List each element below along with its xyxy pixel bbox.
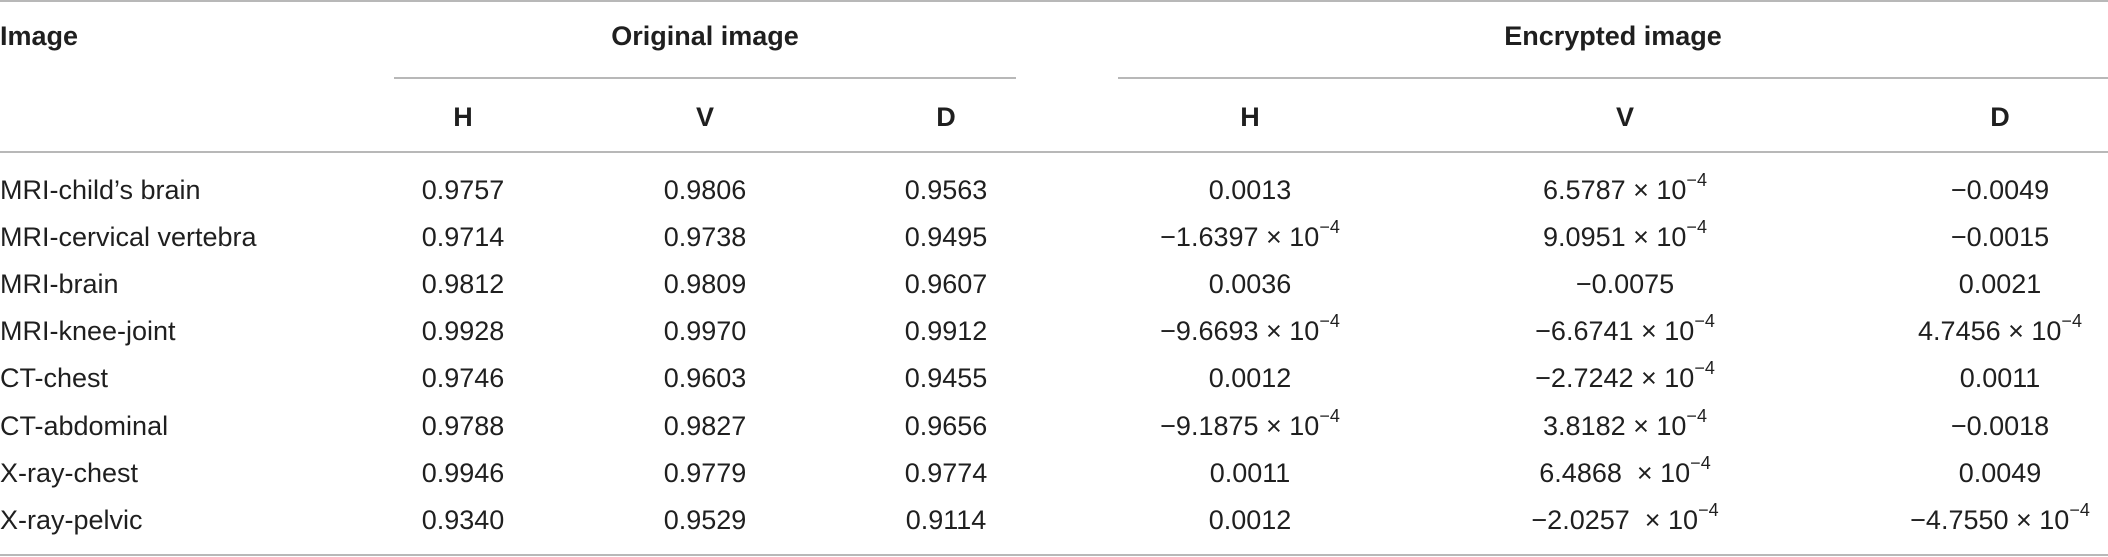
top-rule	[0, 0, 2108, 2]
subheader-original-d: D	[936, 102, 956, 132]
encrypted-d-value: −0.0018	[1950, 411, 2050, 441]
original-v-value: 0.9806	[663, 175, 747, 205]
subheader-original-h: H	[453, 102, 473, 132]
encrypted-h-value: −9.6693 × 10−4	[1160, 311, 1340, 346]
image-column-header: Image	[0, 21, 79, 51]
encrypted-d-value: 4.7456 × 10−4	[1918, 311, 2082, 346]
subheader-original-v: V	[695, 102, 715, 132]
encrypted-v-value: 9.0951 × 10−4	[1543, 217, 1707, 252]
original-h-value: 0.9812	[421, 269, 505, 299]
encrypted-h-value: 0.0011	[1209, 458, 1291, 488]
encrypted-image-group-header: Encrypted image	[1504, 21, 1722, 51]
original-d-value: 0.9563	[904, 175, 988, 205]
encrypted-v-value: −0.0075	[1575, 269, 1675, 299]
row-image-label: X-ray-chest	[0, 458, 139, 488]
encrypted-v-value: 3.8182 × 10−4	[1543, 406, 1707, 441]
encrypted-d-value: 0.0049	[1958, 458, 2042, 488]
encrypted-h-value: −9.1875 × 10−4	[1160, 406, 1340, 441]
encrypted-h-value: 0.0012	[1208, 363, 1292, 393]
original-d-value: 0.9607	[904, 269, 988, 299]
original-v-value: 0.9970	[663, 316, 747, 346]
original-d-value: 0.9774	[904, 458, 988, 488]
row-image-label: CT-chest	[0, 363, 109, 393]
original-h-value: 0.9714	[421, 222, 505, 252]
subheader-encrypted-v: V	[1615, 102, 1635, 132]
original-group-rule	[394, 77, 1016, 79]
encrypted-h-value: 0.0013	[1208, 175, 1292, 205]
row-image-label: MRI-child’s brain	[0, 175, 201, 205]
original-v-value: 0.9809	[663, 269, 747, 299]
subheader-encrypted-h: H	[1240, 102, 1260, 132]
encrypted-d-value: −0.0049	[1950, 175, 2050, 205]
row-image-label: MRI-cervical vertebra	[0, 222, 257, 252]
original-h-value: 0.9757	[421, 175, 505, 205]
original-h-value: 0.9788	[421, 411, 505, 441]
encrypted-h-value: 0.0012	[1208, 505, 1292, 535]
subheader-encrypted-d: D	[1990, 102, 2010, 132]
original-d-value: 0.9455	[904, 363, 988, 393]
encrypted-d-value: −0.0015	[1950, 222, 2050, 252]
original-d-value: 0.9495	[904, 222, 988, 252]
original-h-value: 0.9340	[421, 505, 505, 535]
encrypted-v-value: −2.7242 × 10−4	[1535, 358, 1715, 393]
encrypted-v-value: 6.4868 × 10−4	[1539, 453, 1711, 488]
original-d-value: 0.9912	[904, 316, 988, 346]
original-v-value: 0.9603	[663, 363, 747, 393]
original-v-value: 0.9738	[663, 222, 747, 252]
original-h-value: 0.9746	[421, 363, 505, 393]
encrypted-d-value: −4.7550 × 10−4	[1910, 500, 2090, 535]
encrypted-v-value: −2.0257 × 10−4	[1531, 500, 1719, 535]
original-image-group-header: Original image	[611, 21, 799, 51]
original-v-value: 0.9779	[663, 458, 747, 488]
original-d-value: 0.9656	[904, 411, 988, 441]
header-rule	[0, 151, 2108, 153]
row-image-label: MRI-knee-joint	[0, 316, 176, 346]
bottom-rule	[0, 554, 2108, 556]
encrypted-d-value: 0.0011	[1959, 363, 2041, 393]
encrypted-h-value: 0.0036	[1208, 269, 1292, 299]
original-h-value: 0.9946	[421, 458, 505, 488]
encrypted-h-value: −1.6397 × 10−4	[1160, 217, 1340, 252]
encrypted-d-value: 0.0021	[1958, 269, 2042, 299]
encrypted-v-value: 6.5787 × 10−4	[1543, 170, 1707, 205]
original-v-value: 0.9827	[663, 411, 747, 441]
encrypted-group-rule	[1118, 77, 2108, 79]
row-image-label: X-ray-pelvic	[0, 505, 143, 535]
row-image-label: MRI-brain	[0, 269, 119, 299]
original-d-value: 0.9114	[905, 505, 987, 535]
original-h-value: 0.9928	[421, 316, 505, 346]
row-image-label: CT-abdominal	[0, 411, 169, 441]
original-v-value: 0.9529	[663, 505, 747, 535]
encrypted-v-value: −6.6741 × 10−4	[1535, 311, 1715, 346]
